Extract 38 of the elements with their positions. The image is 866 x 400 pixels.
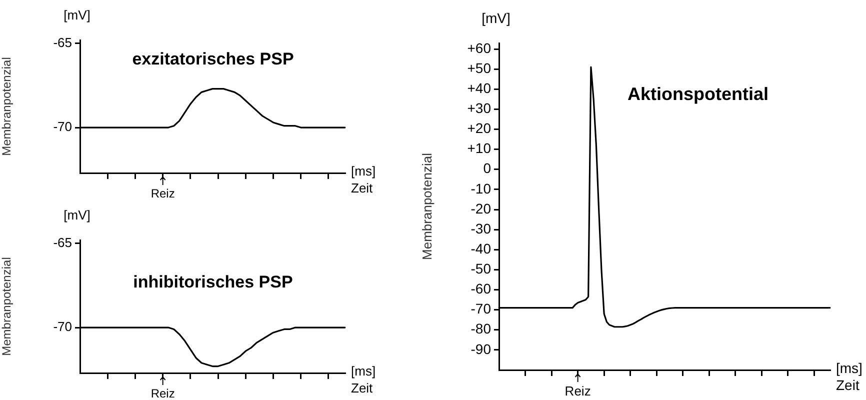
x-tick-label: Reiz <box>150 186 175 201</box>
y-tick-label: +20 <box>467 120 492 136</box>
x-axis-title: Zeit <box>836 376 860 393</box>
y-tick-label: -10 <box>470 180 492 196</box>
y-tick-label: -65 <box>53 34 72 50</box>
y-tick-label: -70 <box>53 119 72 134</box>
text: inhibitorisches PSP <box>133 272 293 292</box>
y-tick-label: -70 <box>53 319 72 334</box>
x-tick-label: Reiz <box>564 383 591 398</box>
text: [mV] <box>64 8 90 23</box>
y-tick-label: +60 <box>467 40 492 56</box>
y-tick-label: -40 <box>470 240 492 256</box>
y-tick-label: -70 <box>470 300 492 317</box>
y-tick-label: -65 <box>53 234 72 250</box>
y-tick-label: 0 <box>483 160 492 176</box>
text: [ms] <box>836 360 862 376</box>
x-axis-title: Zeit <box>351 180 374 196</box>
y-tick-label: -50 <box>470 260 492 277</box>
y-axis-title: Membranpotenzial <box>419 152 434 260</box>
text: [ms] <box>351 364 376 379</box>
x-axis-title: Zeit <box>351 380 374 396</box>
y-tick-label: +30 <box>467 100 492 116</box>
y-tick-label: +50 <box>467 60 492 76</box>
y-tick-label: -80 <box>470 320 492 337</box>
text: exzitatorisches PSP <box>132 50 294 69</box>
y-tick-label: -90 <box>470 340 492 357</box>
y-tick-label: -20 <box>470 200 492 216</box>
text: [mV] <box>64 208 90 223</box>
text: [mV] <box>482 10 510 26</box>
y-axis-title: Membranpotenzial <box>0 257 14 356</box>
text: [ms] <box>351 164 376 179</box>
y-tick-label: +10 <box>467 140 492 156</box>
y-tick-label: +40 <box>467 80 492 96</box>
y-tick-label: -30 <box>470 220 492 236</box>
text: Aktionspotential <box>627 84 769 104</box>
y-axis-title: Membranpotenzial <box>0 57 14 156</box>
x-tick-label: Reiz <box>150 386 175 400</box>
y-tick-label: -60 <box>470 280 492 297</box>
